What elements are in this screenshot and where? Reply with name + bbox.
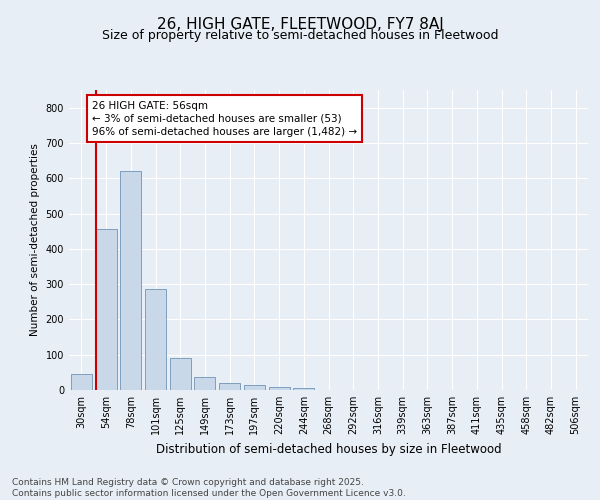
Bar (120, 171, 141, 390)
Text: 26, HIGH GATE, FLEETWOOD, FY7 8AJ: 26, HIGH GATE, FLEETWOOD, FY7 8AJ (157, 18, 443, 32)
Text: Size of property relative to semi-detached houses in Fleetwood: Size of property relative to semi-detach… (102, 29, 498, 42)
X-axis label: Distribution of semi-detached houses by size in Fleetwood: Distribution of semi-detached houses by … (155, 442, 502, 456)
Bar (145, 290, 166, 390)
Bar (95, 230, 116, 390)
Text: 26 HIGH GATE: 56sqm
← 3% of semi-detached houses are smaller (53)
96% of semi-de: 26 HIGH GATE: 56sqm ← 3% of semi-detache… (92, 100, 357, 137)
Text: Contains HM Land Registry data © Crown copyright and database right 2025.
Contai: Contains HM Land Registry data © Crown c… (12, 478, 406, 498)
Bar (244, 384, 265, 390)
Bar (71, 374, 92, 390)
Bar (170, 358, 191, 390)
Bar (194, 376, 215, 390)
Y-axis label: Number of semi-detached properties: Number of semi-detached properties (30, 144, 40, 336)
Bar (219, 383, 240, 390)
Bar (293, 388, 314, 390)
Bar (269, 387, 290, 390)
